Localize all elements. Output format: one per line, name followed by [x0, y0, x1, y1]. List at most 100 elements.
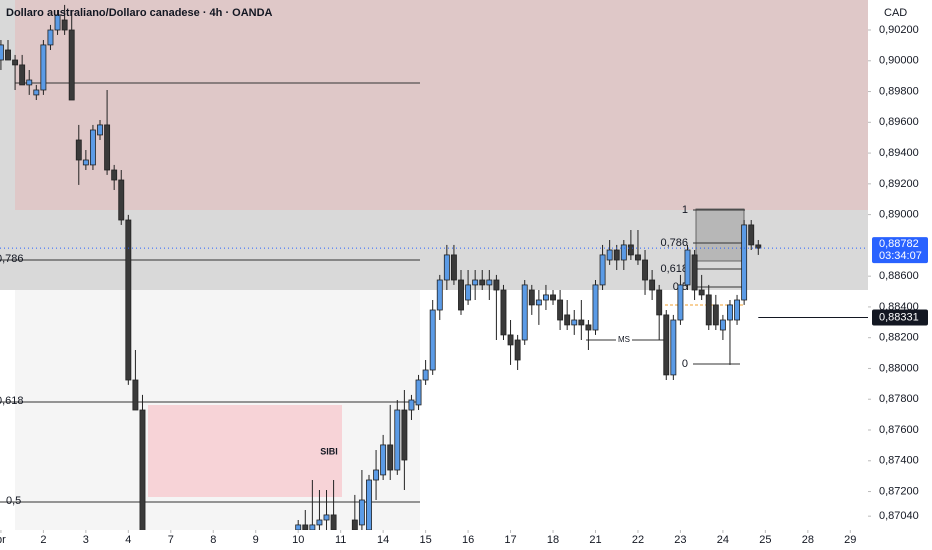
candle-body: [61, 19, 68, 31]
candle-body: [698, 289, 705, 296]
candle-body: [635, 254, 641, 261]
countdown: 03:34:07: [879, 250, 922, 262]
last-price-badge: [872, 237, 928, 264]
candle-body: [592, 284, 599, 331]
y-tick-label: 0,88200: [879, 332, 919, 344]
last-price-label: 0,88782: [879, 238, 919, 250]
candle-body: [47, 29, 54, 46]
x-tick-label: 17: [504, 534, 516, 546]
candle-body: [606, 249, 613, 261]
candle-body: [387, 444, 394, 471]
sibi-zone: [148, 405, 342, 497]
x-tick-label: 28: [802, 534, 814, 546]
candle-body: [514, 339, 521, 361]
candle-body: [295, 524, 302, 530]
candle-body: [380, 444, 387, 476]
ms-label: MS: [618, 335, 630, 344]
y-tick-label: 0,89000: [879, 209, 919, 221]
candle-body: [415, 379, 422, 406]
overlay: [0, 247, 868, 319]
y-tick-label: 0,89400: [879, 147, 919, 159]
y-tick-label: 0,88000: [879, 362, 919, 374]
candle-body: [507, 334, 514, 346]
candle-body: [82, 159, 89, 166]
x-tick-label: 8: [210, 534, 216, 546]
candle-body: [535, 299, 542, 306]
candle-body: [436, 279, 443, 311]
candle-body: [599, 254, 606, 286]
chart-title: Dollaro australiano/Dollaro canadese · 4…: [6, 7, 273, 19]
candle-body: [528, 289, 535, 306]
level-label: 0,618: [0, 395, 24, 407]
candle-body: [719, 319, 726, 331]
candle-body: [500, 289, 507, 336]
candle-body: [104, 124, 111, 171]
zone-supply: [15, 0, 868, 210]
candle-body: [557, 299, 564, 321]
candle-body: [316, 519, 323, 526]
x-tick-label: 2: [40, 534, 46, 546]
x-tick-label: 11: [335, 534, 346, 546]
candle-body: [309, 524, 316, 530]
candle-body: [627, 244, 634, 256]
zone-label: SIBI: [320, 446, 338, 456]
y-tick-label: 0,90000: [879, 55, 919, 67]
marked-price-label: 0,88331: [879, 311, 919, 323]
fib-label: 0: [682, 358, 688, 370]
x-tick-label: 9: [253, 534, 259, 546]
y-tick-label: 0,87200: [879, 485, 919, 497]
fib-box: [695, 208, 745, 262]
candle-body: [429, 309, 436, 371]
y-tick-label: 0,89600: [879, 116, 919, 128]
candle-body: [450, 254, 457, 281]
level-label: 0,5: [6, 495, 21, 507]
candle-body: [670, 319, 677, 376]
y-tick-label: 0,88600: [879, 270, 919, 282]
candle-body: [734, 299, 741, 321]
candle-body: [677, 284, 684, 321]
candle-body: [330, 514, 337, 530]
candles: [0, 4, 762, 530]
candle-body: [0, 44, 4, 61]
x-tick-label: 16: [462, 534, 474, 546]
price-axis: [868, 0, 932, 550]
candle-body: [54, 14, 61, 31]
y-tick-label: 0,89800: [879, 85, 919, 97]
candle-body: [493, 279, 500, 291]
x-tick-label: 23: [674, 534, 686, 546]
candle-body: [373, 469, 380, 481]
x-tick-label: 21: [589, 534, 601, 546]
x-tick-label: 7: [168, 534, 174, 546]
candle-body: [358, 499, 365, 526]
candle-body: [465, 284, 472, 301]
candle-body: [394, 409, 401, 471]
y-tick-label: 0,87040: [879, 510, 919, 522]
candle-body: [111, 169, 118, 181]
candle-body: [656, 289, 663, 316]
y-tick-label: 0,87600: [879, 424, 919, 436]
candle-body: [542, 294, 549, 301]
candle-body: [521, 284, 528, 341]
candle-body: [5, 49, 11, 61]
x-tick-label: 4: [125, 534, 131, 546]
candle-body: [578, 319, 585, 326]
y-tick-label: 0,87800: [879, 393, 919, 405]
candle-body: [351, 519, 358, 530]
x-tick-label: 29: [844, 534, 856, 546]
candle-body: [26, 79, 33, 86]
x-tick-label: 15: [419, 534, 431, 546]
candle-body: [472, 279, 479, 286]
fib-label: 0,618: [660, 263, 688, 275]
candle-body: [741, 224, 748, 301]
candle-body: [755, 244, 762, 249]
candle-body: [684, 249, 691, 286]
candle-body: [705, 294, 712, 326]
candle-body: [486, 279, 493, 286]
candle-body: [571, 319, 578, 326]
candle-body: [97, 124, 103, 136]
time-axis: [0, 530, 932, 550]
candle-body: [748, 224, 755, 246]
y-tick-label: 0,89200: [879, 178, 919, 190]
x-tick-label: 22: [632, 534, 644, 546]
x-tick-label: 3: [83, 534, 89, 546]
